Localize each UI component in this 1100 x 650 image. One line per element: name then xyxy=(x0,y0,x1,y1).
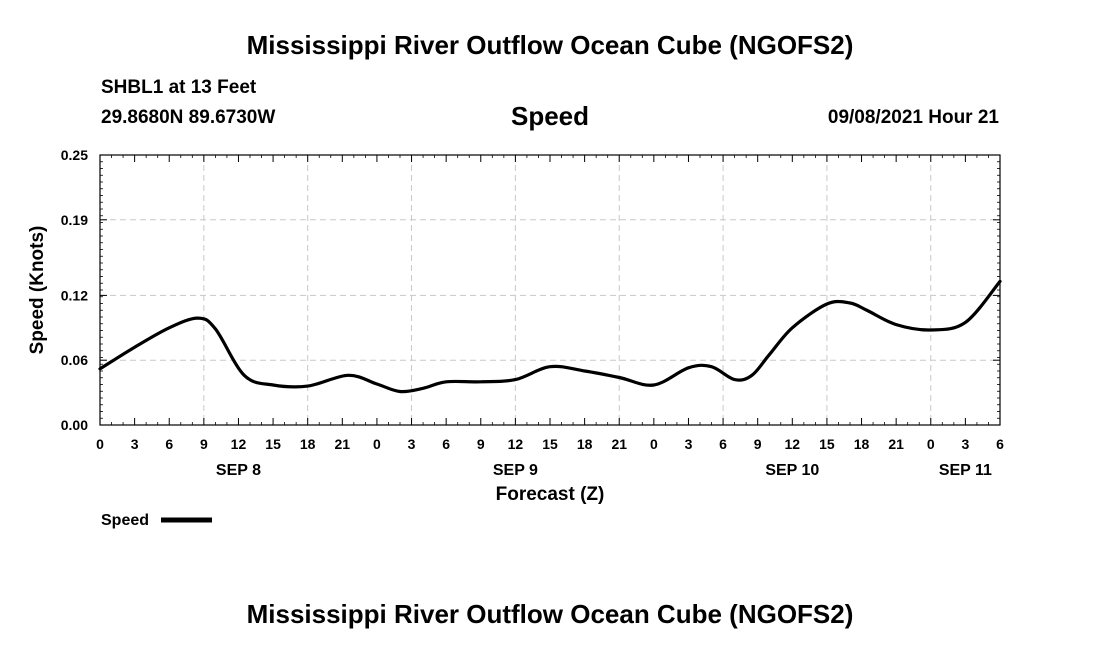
x-tick-label: 6 xyxy=(165,436,173,452)
x-tick-label: 21 xyxy=(335,436,351,452)
x-tick-label: 6 xyxy=(996,436,1004,452)
axis-ticks xyxy=(99,154,1001,426)
legend-label: Speed xyxy=(101,512,149,529)
x-axis-title: Forecast (Z) xyxy=(496,484,605,505)
x-tick-label: 3 xyxy=(408,436,416,452)
x-tick-label: 18 xyxy=(300,436,316,452)
x-tick-label: 18 xyxy=(854,436,870,452)
forecast-datetime: 09/08/2021 Hour 21 xyxy=(827,107,999,128)
footer-title: Mississippi River Outflow Ocean Cube (NG… xyxy=(246,599,854,629)
x-tick-label: 15 xyxy=(542,436,558,452)
x-tick-label: 0 xyxy=(650,436,658,452)
legend: Speed xyxy=(101,512,212,529)
date-label: SEP 11 xyxy=(939,462,992,479)
grid xyxy=(100,155,1000,425)
x-tick-label: 12 xyxy=(508,436,524,452)
main-title: Mississippi River Outflow Ocean Cube (NG… xyxy=(246,30,854,60)
x-tick-label: 15 xyxy=(265,436,281,452)
y-tick-label: 0.00 xyxy=(61,417,88,433)
x-tick-label: 3 xyxy=(961,436,969,452)
x-tick-label: 9 xyxy=(477,436,485,452)
x-tick-label: 6 xyxy=(719,436,727,452)
x-tick-label: 9 xyxy=(200,436,208,452)
x-tick-label: 12 xyxy=(231,436,247,452)
station-label: SHBL1 at 13 Feet xyxy=(101,77,257,98)
y-tick-label: 0.06 xyxy=(61,352,88,368)
y-tick-label: 0.12 xyxy=(61,287,88,303)
y-axis-title: Speed (Knots) xyxy=(27,226,48,355)
date-label: SEP 10 xyxy=(765,462,819,479)
y-tick-label: 0.25 xyxy=(61,147,88,163)
coordinates-label: 29.8680N 89.6730W xyxy=(101,107,276,128)
y-tick-label: 0.19 xyxy=(61,212,88,228)
x-tick-label: 18 xyxy=(577,436,593,452)
x-tick-label: 21 xyxy=(888,436,904,452)
date-label: SEP 9 xyxy=(493,462,538,479)
chart-title: Speed xyxy=(510,101,590,131)
date-label: SEP 8 xyxy=(216,462,261,479)
x-tick-label: 9 xyxy=(754,436,762,452)
x-tick-label: 12 xyxy=(785,436,801,452)
axis-labels: 0 3 6 9 12 15 18 21 0 3 6 9 12 15 18 21 0 3 6 9 12 15 18 21 0 3 6 0… xyxy=(61,147,1004,479)
x-tick-label: 3 xyxy=(685,436,693,452)
x-tick-label: 6 xyxy=(442,436,450,452)
plot-frame xyxy=(99,154,1001,426)
x-tick-label: 0 xyxy=(927,436,935,452)
speed-series-line xyxy=(98,279,1002,394)
x-tick-label: 21 xyxy=(611,436,627,452)
x-tick-label: 3 xyxy=(131,436,139,452)
x-tick-label: 15 xyxy=(819,436,835,452)
x-tick-label: 0 xyxy=(96,436,104,452)
x-tick-label: 0 xyxy=(373,436,381,452)
